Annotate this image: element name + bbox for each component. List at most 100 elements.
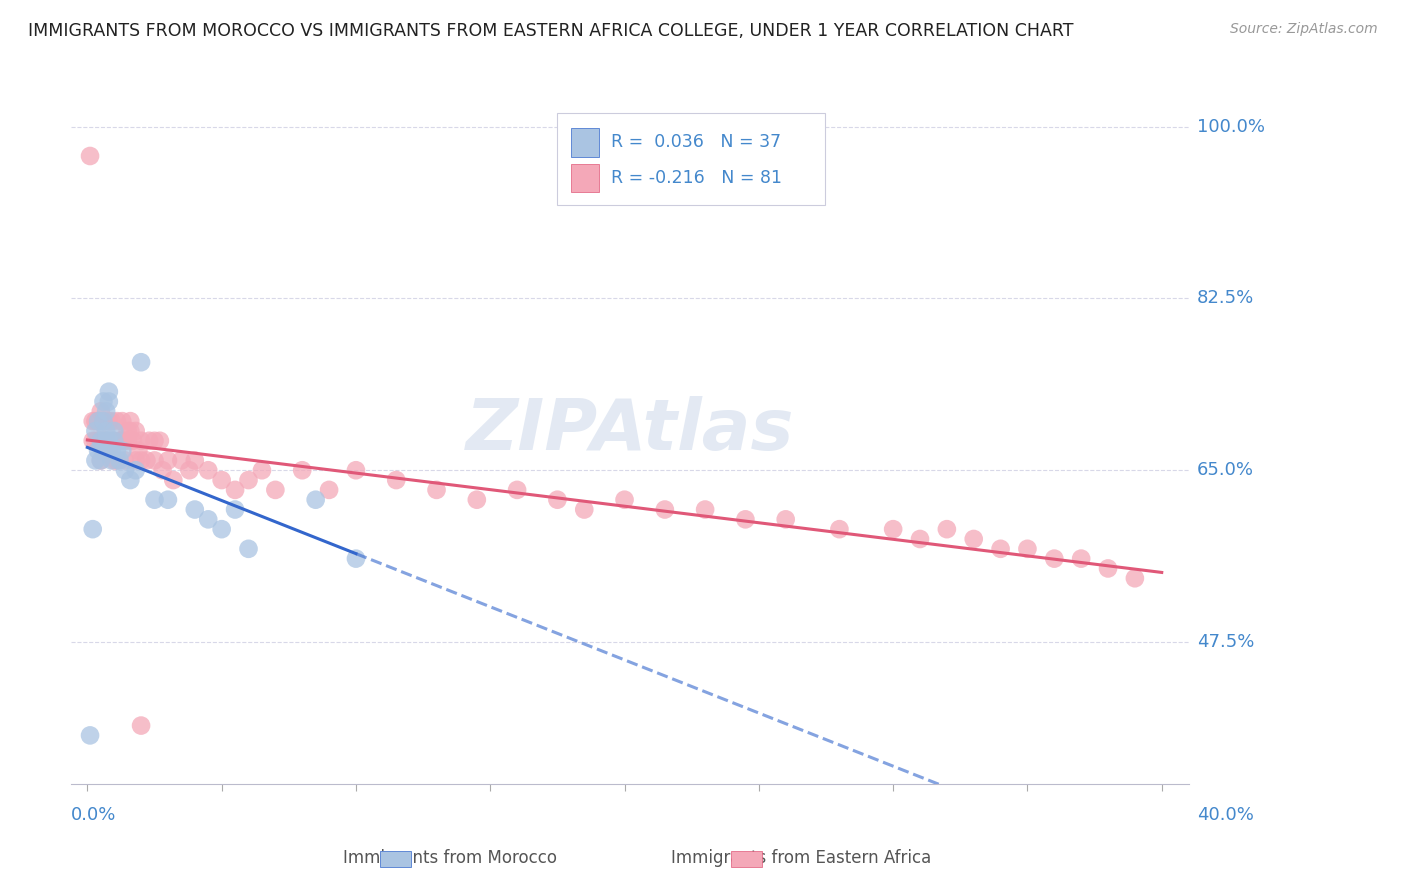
Point bbox=[425, 483, 447, 497]
Point bbox=[100, 434, 122, 448]
Point bbox=[108, 453, 131, 467]
Point bbox=[93, 394, 115, 409]
Point bbox=[250, 463, 273, 477]
Point bbox=[882, 522, 904, 536]
Point bbox=[105, 414, 128, 428]
Point bbox=[90, 453, 112, 467]
Point bbox=[117, 434, 139, 448]
Point bbox=[114, 434, 136, 448]
Point bbox=[574, 502, 596, 516]
Point bbox=[125, 424, 148, 438]
Point bbox=[170, 453, 193, 467]
Point bbox=[100, 414, 122, 428]
Point bbox=[87, 443, 110, 458]
Point bbox=[97, 434, 120, 448]
Point bbox=[828, 522, 851, 536]
Point bbox=[100, 443, 122, 458]
Point bbox=[143, 434, 166, 448]
Text: IMMIGRANTS FROM MOROCCO VS IMMIGRANTS FROM EASTERN AFRICA COLLEGE, UNDER 1 YEAR : IMMIGRANTS FROM MOROCCO VS IMMIGRANTS FR… bbox=[28, 22, 1074, 40]
Point bbox=[179, 463, 201, 477]
Point bbox=[1017, 541, 1039, 556]
Point bbox=[654, 502, 676, 516]
Point bbox=[156, 453, 179, 467]
Point bbox=[162, 473, 184, 487]
Point bbox=[90, 404, 112, 418]
Point bbox=[465, 492, 488, 507]
Point bbox=[344, 463, 367, 477]
Point bbox=[105, 443, 128, 458]
Point bbox=[111, 434, 134, 448]
Bar bbox=[571, 128, 599, 157]
Point bbox=[103, 434, 125, 448]
Point bbox=[143, 492, 166, 507]
Point bbox=[506, 483, 529, 497]
Point bbox=[138, 434, 160, 448]
Point bbox=[264, 483, 287, 497]
Point bbox=[125, 453, 148, 467]
Point bbox=[197, 463, 219, 477]
Point bbox=[82, 522, 104, 536]
Point bbox=[122, 434, 145, 448]
Point bbox=[90, 453, 112, 467]
Point bbox=[1097, 561, 1119, 575]
Point bbox=[100, 453, 122, 467]
Point bbox=[734, 512, 756, 526]
Point bbox=[184, 453, 207, 467]
Point bbox=[79, 149, 101, 163]
Point bbox=[129, 718, 152, 732]
Point bbox=[114, 463, 136, 477]
Point bbox=[87, 434, 110, 448]
FancyBboxPatch shape bbox=[557, 112, 825, 204]
Point bbox=[990, 541, 1012, 556]
Point bbox=[211, 522, 233, 536]
Point bbox=[90, 434, 112, 448]
Point bbox=[111, 443, 134, 458]
Point bbox=[125, 463, 148, 477]
Text: Source: ZipAtlas.com: Source: ZipAtlas.com bbox=[1230, 22, 1378, 37]
Text: R = -0.216   N = 81: R = -0.216 N = 81 bbox=[612, 169, 782, 186]
Text: ZIPAtlas: ZIPAtlas bbox=[465, 396, 794, 466]
Point bbox=[96, 404, 118, 418]
Point bbox=[695, 502, 717, 516]
Point bbox=[97, 394, 120, 409]
Point bbox=[129, 355, 152, 369]
Point bbox=[82, 414, 104, 428]
Point bbox=[84, 453, 107, 467]
Point bbox=[935, 522, 957, 536]
Text: 82.5%: 82.5% bbox=[1197, 289, 1254, 308]
Point bbox=[93, 414, 115, 428]
Point bbox=[129, 453, 152, 467]
Point bbox=[318, 483, 340, 497]
Text: 40.0%: 40.0% bbox=[1197, 806, 1254, 824]
Point bbox=[224, 502, 246, 516]
Point bbox=[152, 463, 174, 477]
Point bbox=[238, 541, 260, 556]
Point bbox=[149, 434, 172, 448]
Point bbox=[546, 492, 568, 507]
Point bbox=[87, 414, 110, 428]
Point bbox=[105, 453, 128, 467]
Point bbox=[97, 384, 120, 399]
Point bbox=[197, 512, 219, 526]
Bar bbox=[571, 164, 599, 192]
Point bbox=[103, 453, 125, 467]
Text: 0.0%: 0.0% bbox=[72, 806, 117, 824]
Point bbox=[291, 463, 314, 477]
Point bbox=[238, 473, 260, 487]
Point bbox=[108, 434, 131, 448]
Point bbox=[963, 532, 986, 546]
Text: 65.0%: 65.0% bbox=[1197, 461, 1254, 479]
Point bbox=[613, 492, 636, 507]
Point bbox=[97, 443, 120, 458]
Point bbox=[1043, 551, 1066, 566]
Point bbox=[127, 443, 149, 458]
Point bbox=[82, 434, 104, 448]
Point bbox=[211, 473, 233, 487]
Point bbox=[97, 414, 120, 428]
Point bbox=[120, 414, 142, 428]
Point bbox=[93, 414, 115, 428]
Point bbox=[111, 414, 134, 428]
Point bbox=[120, 424, 142, 438]
Point bbox=[96, 434, 118, 448]
Point bbox=[305, 492, 328, 507]
